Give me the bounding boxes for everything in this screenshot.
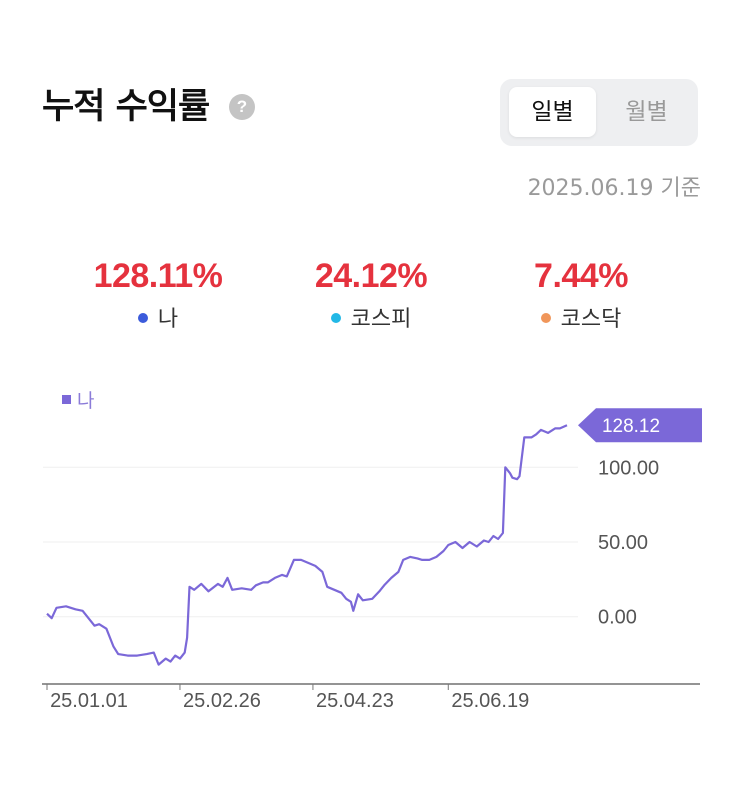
legend-dot-icon xyxy=(137,313,148,323)
period-toggle: 일별 월별 xyxy=(500,79,698,146)
stat-label-row: 코스닥 xyxy=(466,304,696,336)
stat-kospi: 24.12% 코스피 xyxy=(256,252,486,336)
x-tick-label: 25.01.01 xyxy=(50,690,128,712)
stat-me: 128.11% 나 xyxy=(43,252,273,336)
stat-label: 나 xyxy=(157,307,179,332)
stat-label-row: 나 xyxy=(43,304,273,336)
stat-kosdaq: 7.44% 코스닥 xyxy=(466,252,696,336)
series-line xyxy=(46,424,568,666)
as-of-date: 2025.06.19 기준 xyxy=(527,176,701,201)
y-tick-label: 100.00 xyxy=(598,457,659,479)
stat-label: 코스닥 xyxy=(560,307,622,332)
x-tick-label: 25.06.19 xyxy=(451,690,529,712)
page-title: 누적 수익률 xyxy=(42,87,210,127)
legend-label: 나 xyxy=(77,390,95,412)
stat-value: 24.12% xyxy=(314,257,428,295)
legend-dot-icon xyxy=(330,313,341,323)
stat-value: 7.44% xyxy=(534,257,628,295)
x-tick-label: 25.04.23 xyxy=(316,690,394,712)
x-tick-label: 25.02.26 xyxy=(183,690,261,712)
legend-swatch-icon xyxy=(62,395,71,404)
legend-dot-icon xyxy=(540,313,551,323)
last-value-label: 128.12 xyxy=(602,416,660,437)
toggle-monthly-button[interactable]: 월별 xyxy=(625,99,668,125)
stat-label: 코스피 xyxy=(350,307,412,332)
stat-label-row: 코스피 xyxy=(256,304,486,336)
toggle-daily-button[interactable]: 일별 xyxy=(509,87,596,137)
stat-value: 128.11% xyxy=(93,257,223,295)
help-icon[interactable]: ? xyxy=(229,94,255,120)
last-value-tag xyxy=(578,408,702,443)
y-tick-label: 50.00 xyxy=(598,532,648,554)
y-tick-label: 0.00 xyxy=(598,607,637,629)
chart-legend[interactable]: 나 xyxy=(62,386,94,413)
